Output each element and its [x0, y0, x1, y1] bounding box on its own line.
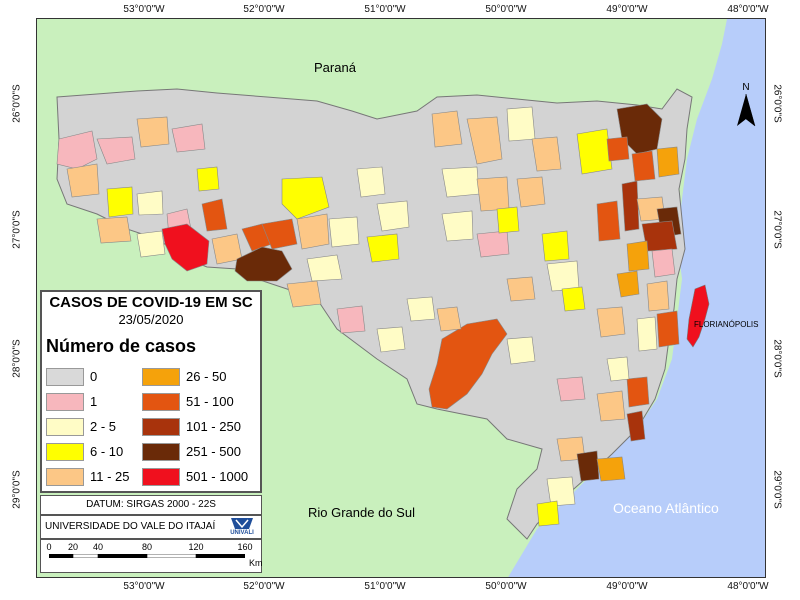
municipality-patches: [56, 103, 682, 527]
legend-class-label: 11 - 25: [90, 469, 130, 484]
coord-right-1: 26°0'0"S: [771, 84, 783, 123]
coord-left-3: 28°0'0"S: [11, 339, 23, 378]
univali-logo: UNIVALI: [227, 517, 257, 539]
legend-swatch: [46, 393, 84, 411]
legend-class-label: 2 - 5: [90, 419, 117, 434]
coord-left-2: 27°0'0"S: [11, 210, 23, 249]
coord-bottom-4: 50°0'0"W: [485, 581, 527, 592]
coord-top-4: 50°0'0"W: [485, 4, 527, 15]
legend-class-label: 0: [90, 369, 98, 384]
legend-class-label: 501 - 1000: [186, 469, 249, 484]
legend-date: 23/05/2020: [118, 312, 184, 327]
legend-class-label: 26 - 50: [186, 369, 227, 384]
region-label-parana: Paraná: [314, 60, 356, 75]
scale-unit: Km: [249, 558, 263, 568]
legend-swatch: [46, 443, 84, 461]
coord-bottom-5: 49°0'0"W: [606, 581, 648, 592]
legend-class-label: 251 - 500: [186, 444, 241, 459]
scale-tick: 160: [237, 542, 253, 552]
coord-left-1: 26°0'0"S: [11, 84, 23, 123]
ocean-area: [508, 19, 765, 577]
coord-right-2: 27°0'0"S: [771, 210, 783, 249]
univali-logo-text: UNIVALI: [230, 530, 254, 536]
institution-name: UNIVERSIDADE DO VALE DO ITAJAÍ: [45, 521, 216, 532]
coord-bottom-6: 48°0'0"W: [727, 581, 769, 592]
legend-swatch: [142, 368, 180, 386]
coord-bottom-2: 52°0'0"W: [243, 581, 285, 592]
legend-swatch: [46, 368, 84, 386]
coord-top-6: 48°0'0"W: [727, 4, 769, 15]
legend-title: CASOS DE COVID-19 EM SC: [49, 294, 253, 311]
region-label-rio-grande-do-sul: Rio Grande do Sul: [308, 505, 415, 520]
city-label-florianopolis: FLORIANÓPOLIS: [694, 320, 759, 329]
scale-bar: [49, 554, 245, 558]
scale-tick: 80: [141, 542, 153, 552]
north-arrow-icon: N: [734, 82, 758, 128]
scale-tick: 20: [67, 542, 79, 552]
coord-top-5: 49°0'0"W: [606, 4, 648, 15]
legend-swatch: [142, 393, 180, 411]
florianopolis-island: [686, 284, 710, 348]
coord-bottom-1: 53°0'0"W: [123, 581, 165, 592]
legend-panel: CASOS DE COVID-19 EM SC 23/05/2020 Númer…: [40, 290, 262, 493]
scale-bar-box: 0 20 40 80 120 160 Km: [40, 539, 263, 573]
datum-box: DATUM: SIRGAS 2000 - 22S: [40, 495, 262, 515]
legend-swatch: [142, 418, 180, 436]
coord-right-4: 29°0'0"S: [771, 470, 783, 509]
legend-class-label: 51 - 100: [186, 394, 234, 409]
legend-swatch: [46, 468, 84, 486]
coord-top-3: 51°0'0"W: [364, 4, 406, 15]
legend-swatch: [142, 443, 180, 461]
scale-tick: 0: [46, 542, 52, 552]
coord-right-3: 28°0'0"S: [771, 339, 783, 378]
scale-tick: 120: [188, 542, 204, 552]
univali-logo-mark: [231, 518, 253, 529]
coord-top-1: 53°0'0"W: [123, 4, 165, 15]
legend-class-label: 1: [90, 394, 98, 409]
legend-class-label: 6 - 10: [90, 444, 124, 459]
north-arrow-shape: [737, 94, 756, 127]
institution-box: UNIVERSIDADE DO VALE DO ITAJAÍ UNIVALI: [40, 515, 262, 539]
coord-top-2: 52°0'0"W: [243, 4, 285, 15]
north-arrow-label: N: [742, 82, 750, 93]
scale-tick: 40: [92, 542, 104, 552]
legend-subtitle: Número de casos: [46, 336, 197, 356]
legend-swatch: [46, 418, 84, 436]
coord-left-4: 29°0'0"S: [11, 470, 23, 509]
legend-class-label: 101 - 250: [186, 419, 241, 434]
coord-bottom-3: 51°0'0"W: [364, 581, 406, 592]
region-label-ocean: Oceano Atlântico: [613, 500, 719, 516]
legend-swatch: [142, 468, 180, 486]
